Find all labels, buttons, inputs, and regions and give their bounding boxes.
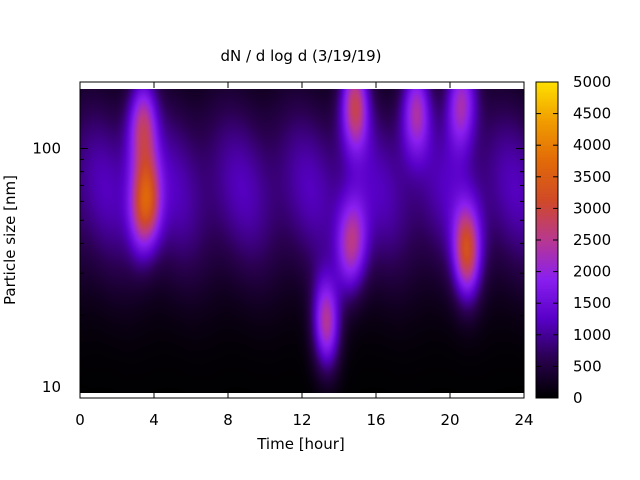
colorbar-tick-label: 4000 [573, 136, 611, 154]
x-tick-label: 0 [75, 411, 85, 429]
x-axis: 0 4 8 12 16 20 24 [75, 82, 534, 429]
colorbar-tick-label: 3500 [573, 168, 611, 186]
heatmap-image [80, 89, 524, 393]
x-tick-label: 8 [223, 411, 233, 429]
x-axis-label: Time [hour] [256, 435, 345, 453]
colorbar-tick-label: 3000 [573, 199, 611, 217]
y-axis-label: Particle size [nm] [1, 175, 19, 305]
colorbar-tick-label: 4500 [573, 105, 611, 123]
colorbar-tick-label: 0 [573, 389, 583, 407]
y-tick-label: 10 [42, 378, 61, 396]
x-tick-label: 24 [514, 411, 533, 429]
x-tick-label: 12 [292, 411, 311, 429]
colorbar-gradient [536, 82, 558, 398]
y-tick-label: 100 [32, 140, 61, 158]
colorbar-tick-label: 1000 [573, 326, 611, 344]
y-axis: 10 100 [32, 140, 524, 399]
colorbar-axis: 0 500 1000 1500 2000 2500 3000 3500 4000 4500 5000 [536, 73, 611, 407]
x-tick-label: 4 [149, 411, 159, 429]
colorbar-tick-label: 2500 [573, 231, 611, 249]
colorbar-tick-label: 500 [573, 357, 602, 375]
x-tick-label: 16 [366, 411, 385, 429]
colorbar-tick-label: 1500 [573, 294, 611, 312]
colorbar-tick-label: 5000 [573, 73, 611, 91]
chart-title: dN / d log d (3/19/19) [220, 47, 381, 65]
colorbar-tick-label: 2000 [573, 263, 611, 281]
x-tick-label: 20 [440, 411, 459, 429]
